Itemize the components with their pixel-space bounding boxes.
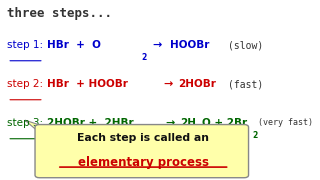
Text: (slow): (slow) [228,40,263,50]
Text: step 1:: step 1: [7,40,44,50]
Text: →: → [152,40,161,50]
Polygon shape [25,120,63,132]
Text: →: → [164,79,173,89]
FancyBboxPatch shape [35,125,249,178]
Text: 2: 2 [196,131,201,140]
Text: three steps...: three steps... [7,7,112,20]
Text: 2: 2 [252,131,258,140]
Text: O + 2Br: O + 2Br [202,118,247,128]
Text: (fast): (fast) [228,79,263,89]
Text: 2: 2 [141,53,146,62]
Text: elementary process: elementary process [78,156,209,169]
Text: step 2:: step 2: [7,79,44,89]
Text: HBr  +  O: HBr + O [47,40,100,50]
Text: 2HOBr: 2HOBr [178,79,216,89]
Text: HBr  + HOOBr: HBr + HOOBr [47,79,128,89]
Text: 2HOBr +  2HBr: 2HOBr + 2HBr [47,118,133,128]
Text: step 3:: step 3: [7,118,44,128]
Text: (very fast): (very fast) [258,118,313,127]
Text: Each step is called an: Each step is called an [77,133,209,143]
Text: →: → [165,118,174,128]
Text: HOOBr: HOOBr [170,40,209,50]
Text: 2H: 2H [180,118,196,128]
